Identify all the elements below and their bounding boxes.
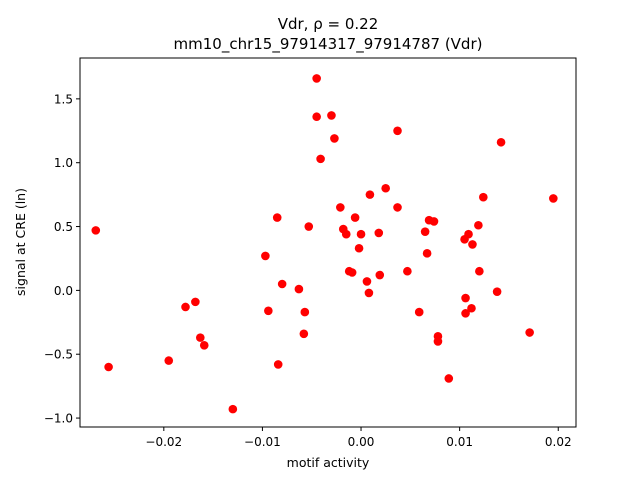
- data-point: [375, 270, 385, 280]
- data-point: [354, 243, 364, 253]
- data-point: [429, 217, 439, 226]
- data-point: [273, 360, 283, 369]
- data-point: [336, 203, 345, 212]
- data-point: [525, 328, 534, 337]
- data-point: [364, 288, 374, 298]
- data-point: [468, 240, 477, 249]
- x-axis-label: motif activity: [287, 455, 370, 470]
- data-point: [228, 404, 238, 414]
- data-point: [444, 374, 454, 383]
- data-point: [420, 227, 430, 236]
- y-axis-ticks: −1.0 −0.5 0.0 0.5 1.0 1.5: [44, 92, 80, 426]
- data-point: [327, 111, 336, 120]
- data-point: [304, 222, 314, 231]
- data-point: [316, 154, 325, 164]
- data-point: [461, 309, 470, 318]
- y-tick-label: 1.0: [54, 156, 73, 170]
- chart-title-line1: Vdr, ρ = 0.22: [278, 15, 379, 33]
- data-point: [350, 213, 360, 222]
- data-point: [433, 337, 443, 346]
- data-point: [474, 220, 483, 230]
- chart-title-line2: mm10_chr15_97914317_97914787 (Vdr): [174, 35, 483, 54]
- data-point: [549, 194, 558, 203]
- data-point: [181, 302, 190, 312]
- x-tick-label: −0.01: [244, 435, 281, 449]
- data-point: [277, 279, 287, 289]
- data-point: [264, 306, 273, 316]
- data-point: [300, 307, 310, 317]
- data-point: [196, 333, 205, 342]
- data-point: [393, 203, 402, 212]
- data-point: [272, 213, 282, 222]
- y-tick-label: −0.5: [44, 348, 73, 362]
- data-point: [492, 287, 502, 296]
- data-point: [261, 251, 270, 261]
- y-tick-label: 0.5: [54, 220, 73, 234]
- data-point: [164, 356, 174, 365]
- data-point: [299, 329, 309, 339]
- data-point: [496, 137, 506, 147]
- data-point: [467, 303, 476, 313]
- data-point: [356, 229, 366, 239]
- data-point: [381, 183, 390, 193]
- y-tick-label: −1.0: [44, 412, 73, 426]
- data-point: [312, 74, 321, 83]
- y-tick-label: 1.5: [54, 92, 73, 106]
- data-points: [91, 74, 558, 414]
- y-tick-label: 0.0: [54, 284, 73, 298]
- data-point: [362, 277, 372, 286]
- x-tick-label: −0.02: [145, 435, 182, 449]
- data-point: [365, 190, 375, 199]
- data-point: [330, 134, 339, 143]
- y-axis-label: signal at CRE (ln): [13, 188, 28, 296]
- data-point: [191, 297, 200, 307]
- data-point: [374, 228, 384, 238]
- data-point: [91, 226, 101, 235]
- data-point: [461, 293, 470, 303]
- x-axis-ticks: −0.02 −0.01 0.00 0.01 0.02: [145, 427, 572, 449]
- data-point: [294, 284, 304, 294]
- data-point: [464, 229, 473, 239]
- data-point: [403, 266, 412, 276]
- x-tick-label: 0.00: [348, 435, 375, 449]
- data-point: [341, 229, 351, 239]
- data-point: [104, 362, 113, 372]
- data-point: [479, 192, 488, 202]
- x-tick-label: 0.01: [446, 435, 473, 449]
- data-point: [199, 340, 209, 350]
- data-point: [312, 112, 321, 122]
- data-point: [393, 126, 402, 136]
- x-tick-label: 0.02: [545, 435, 572, 449]
- data-point: [347, 268, 357, 277]
- plot-frame: [79, 57, 577, 428]
- data-point: [414, 307, 424, 317]
- data-point: [422, 249, 432, 258]
- data-point: [475, 266, 484, 276]
